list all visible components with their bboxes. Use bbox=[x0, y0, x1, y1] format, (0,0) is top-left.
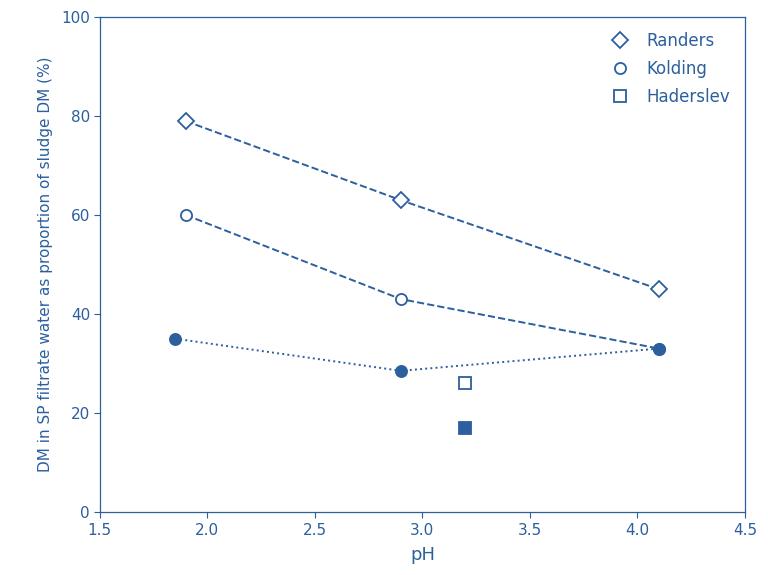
X-axis label: pH: pH bbox=[410, 546, 435, 564]
Legend: Randers, Kolding, Haderslev: Randers, Kolding, Haderslev bbox=[596, 25, 737, 113]
Y-axis label: DM in SP filtrate water as proportion of sludge DM (%): DM in SP filtrate water as proportion of… bbox=[38, 57, 53, 472]
